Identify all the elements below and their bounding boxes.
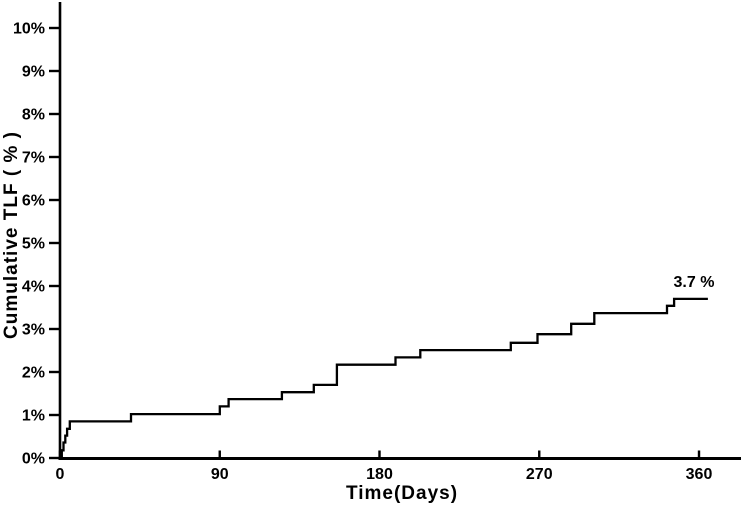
endpoint-annotation: 3.7 % xyxy=(674,274,715,291)
cumulative-tlf-step-curve xyxy=(60,297,708,460)
x-tick-label: 180 xyxy=(366,466,393,483)
y-tick-label: 0% xyxy=(22,451,45,468)
x-tick-label: 90 xyxy=(211,466,229,483)
x-tick-label: 360 xyxy=(686,466,713,483)
y-tick-label: 6% xyxy=(22,193,45,210)
x-axis-title: Time(Days) xyxy=(346,483,458,504)
y-tick-label: 4% xyxy=(22,279,45,296)
y-tick-label: 9% xyxy=(22,64,45,81)
y-tick-label: 7% xyxy=(22,150,45,167)
y-tick-label: 8% xyxy=(22,107,45,124)
y-tick-label: 3% xyxy=(22,322,45,339)
y-tick-label: 5% xyxy=(22,236,45,253)
axes-layer: 0% 1% 2% 3% 4% 5% 6% 7% 8% 9% 10% 0 90 180 270 360 xyxy=(13,2,741,483)
y-tick-label: 2% xyxy=(22,365,45,382)
y-tick-label: 1% xyxy=(22,408,45,425)
x-tick-label: 0 xyxy=(56,466,65,483)
y-axis-title: Cumulative TLF ( % ) xyxy=(1,131,22,339)
y-tick-label: 10% xyxy=(13,21,45,38)
step-curve-layer xyxy=(60,297,708,460)
x-tick-label: 270 xyxy=(526,466,553,483)
